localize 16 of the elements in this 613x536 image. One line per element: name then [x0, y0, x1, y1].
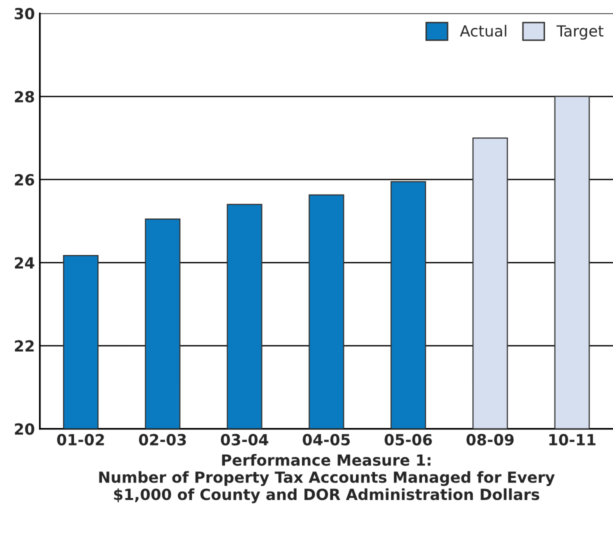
y-tick-label: 28: [14, 90, 34, 102]
x-tick-label: 08-09: [466, 434, 514, 446]
x-axis-title: Performance Measure 1: Number of Property Tax Accounts Managed for Every $1,000 of County and DOR Administration Dollars: [99, 454, 555, 504]
x-tick-label: 03-04: [220, 434, 268, 446]
legend-label: Target: [556, 25, 604, 40]
y-tick-label: 30: [14, 8, 34, 20]
y-tick-label: 22: [14, 340, 34, 352]
x-tick-label: 04-05: [302, 434, 350, 446]
x-tick-label: 10-11: [549, 434, 596, 446]
x-tick-label: 05-06: [384, 434, 432, 446]
x-tick-label: 01-02: [57, 434, 104, 446]
y-tick-label: 24: [14, 257, 34, 268]
x-tick-label: 02-03: [138, 434, 186, 446]
y-tick-label: 26: [14, 174, 34, 186]
y-tick-label: 20: [14, 423, 34, 435]
legend-label: Actual: [460, 24, 506, 37]
